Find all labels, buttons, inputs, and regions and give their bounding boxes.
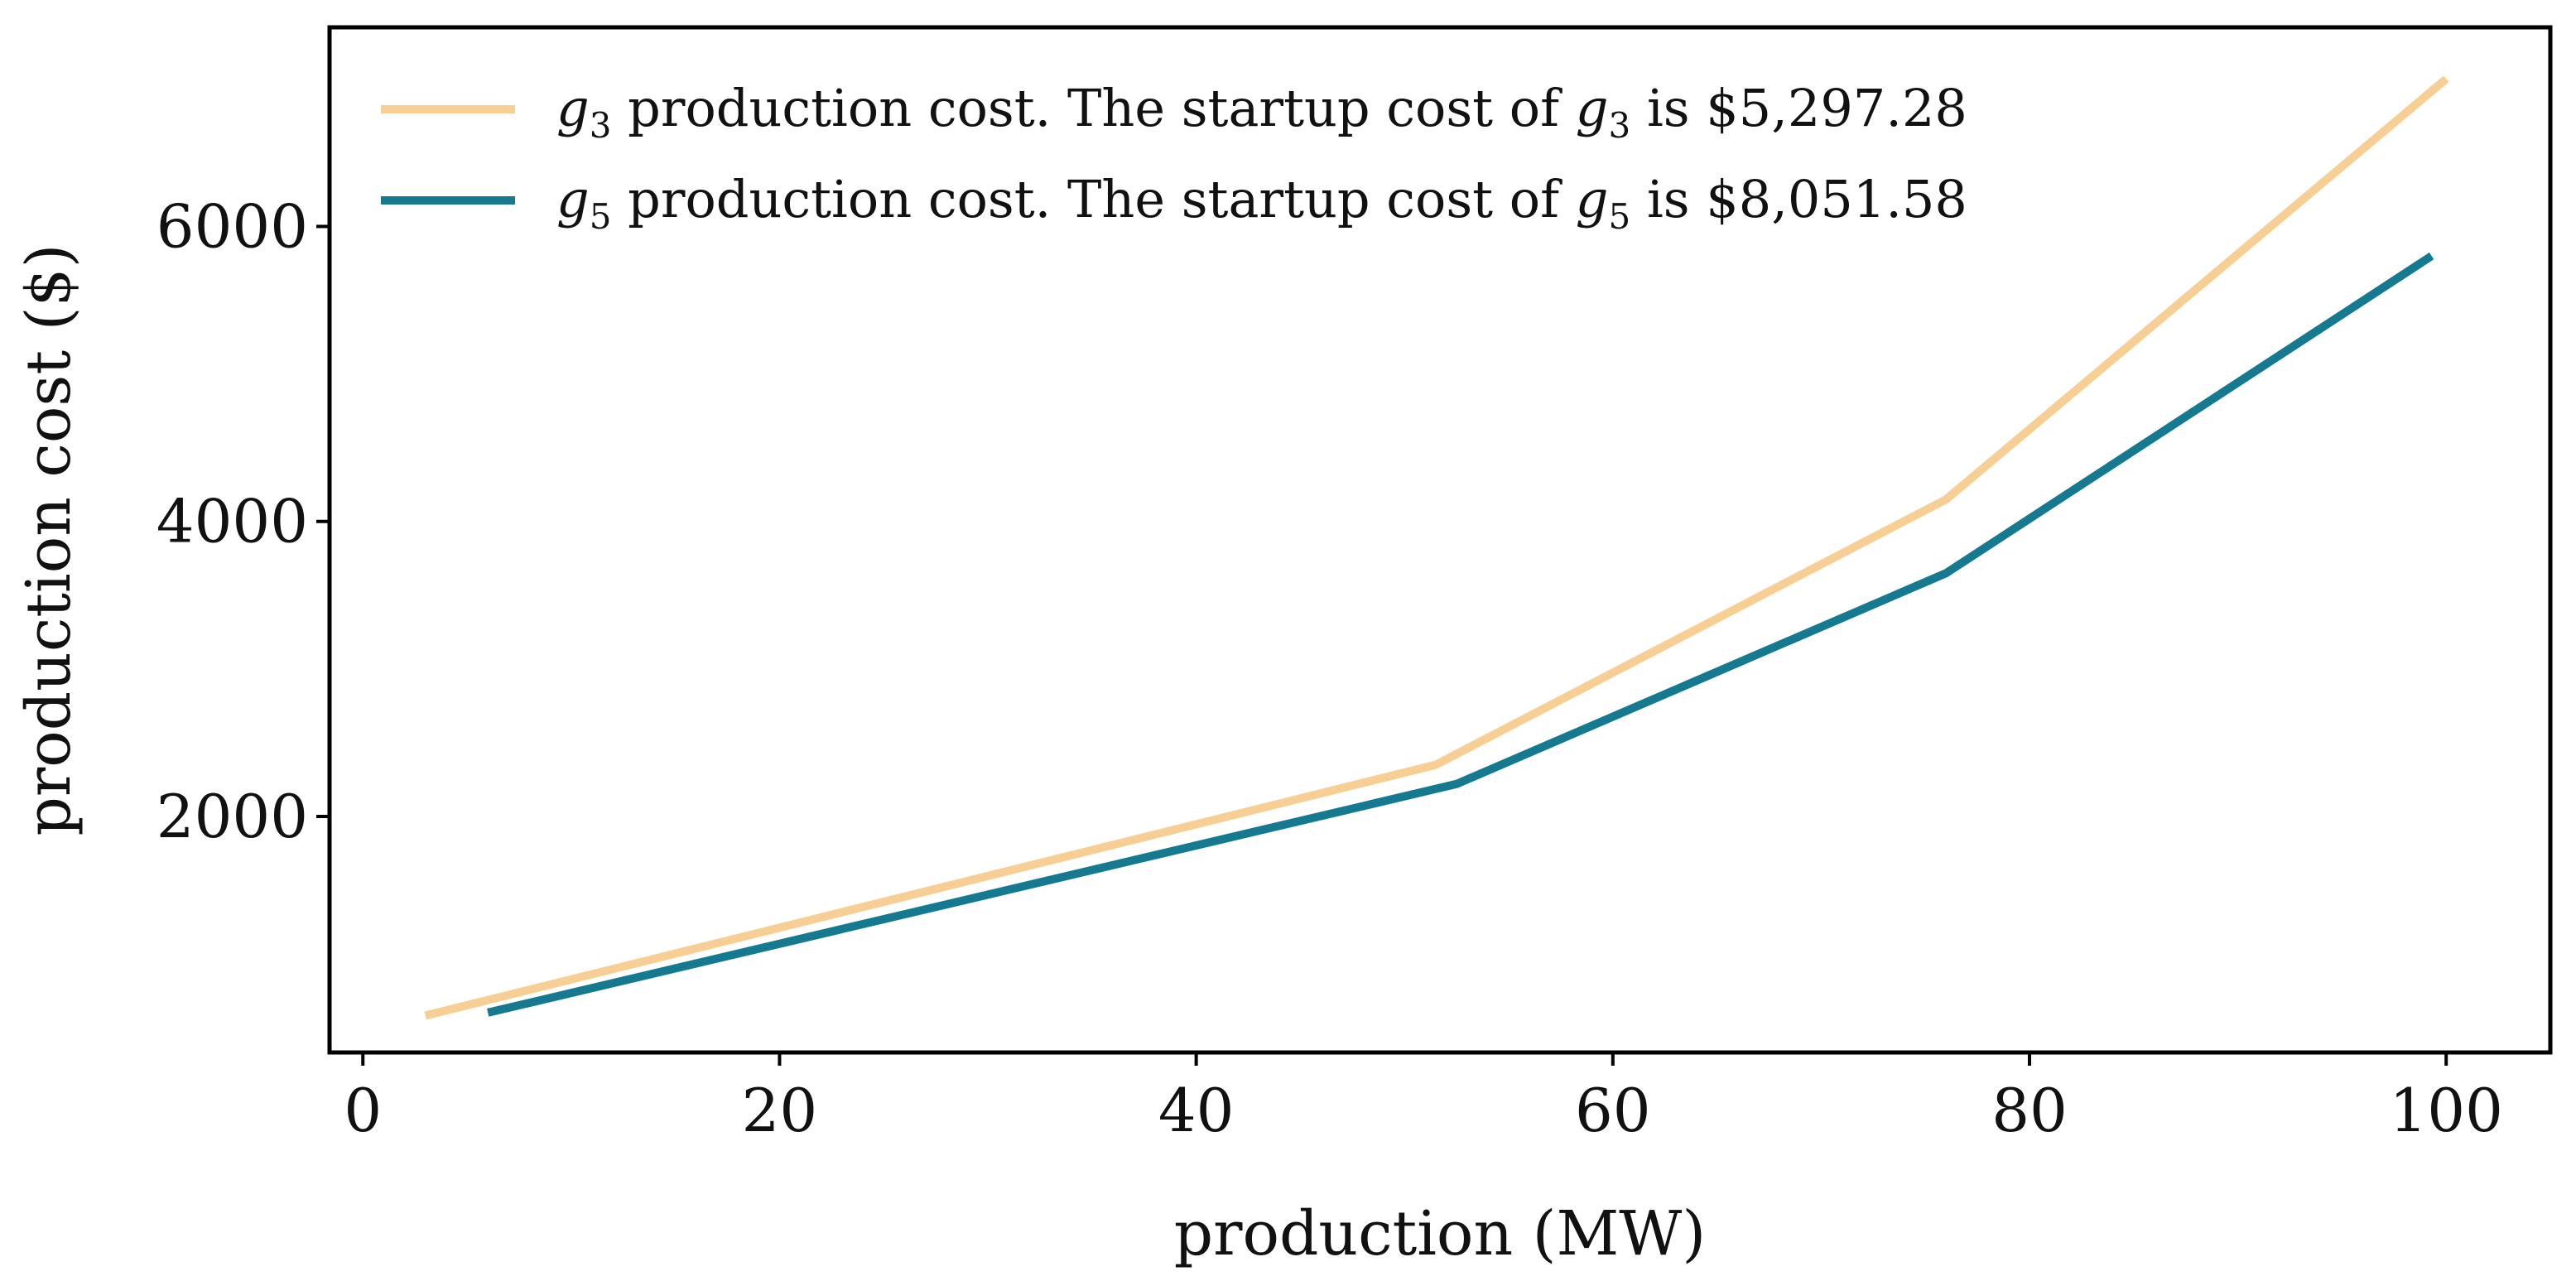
x-tick-label: 100 [2389, 1076, 2502, 1145]
legend-entry-1: g3 production cost. The startup cost of … [556, 78, 1967, 146]
x-axis-ticks: 0 20 40 60 80 100 [344, 1052, 2503, 1145]
x-tick-label: 60 [1575, 1076, 1651, 1145]
x-tick-label: 40 [1158, 1076, 1235, 1145]
x-tick-label: 0 [344, 1076, 382, 1145]
y-tick-label: 2000 [156, 782, 308, 851]
x-tick-label: 20 [742, 1076, 818, 1145]
legend: g3 production cost. The startup cost of … [381, 78, 1967, 237]
series-layer [424, 75, 2449, 1020]
y-tick-label: 4000 [156, 487, 308, 556]
x-tick-label: 80 [1991, 1076, 2068, 1145]
y-tick-label: 6000 [156, 191, 308, 261]
x-axis-label: production (MW) [1174, 1198, 1706, 1269]
series-line-1 [424, 75, 2449, 1020]
series-line-2 [487, 252, 2434, 1017]
legend-entry-2: g5 production cost. The startup cost of … [556, 169, 1967, 237]
y-axis-ticks: 2000 4000 6000 [156, 191, 330, 851]
y-axis-label: production cost ($) [13, 244, 84, 836]
plot-frame [327, 25, 2553, 1055]
